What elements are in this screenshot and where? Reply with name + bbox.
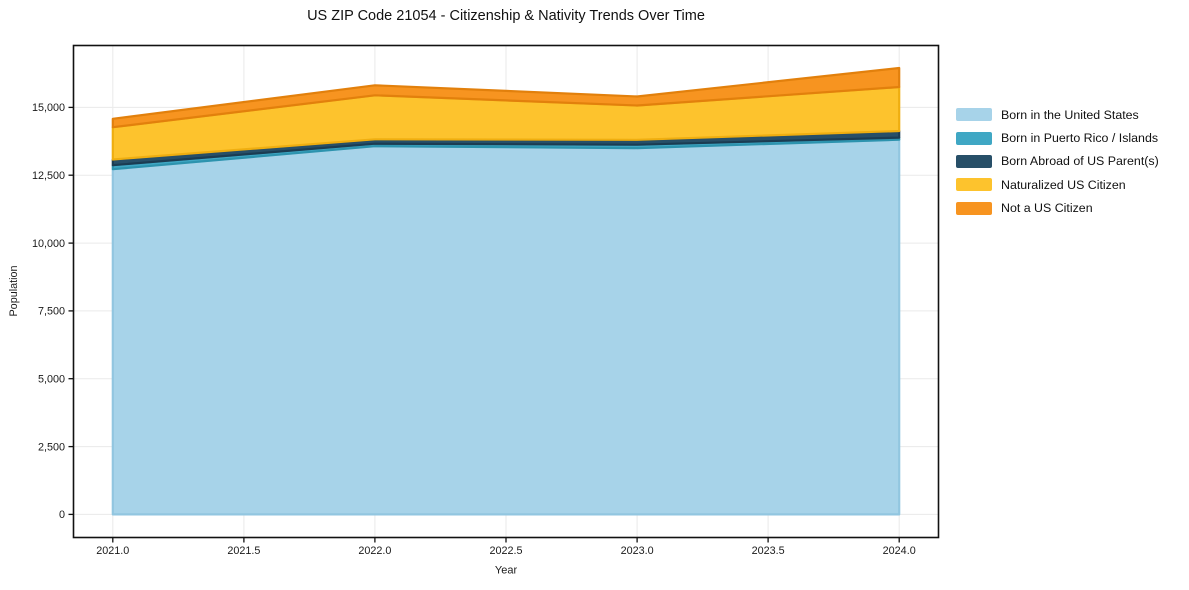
legend: Born in the United States Born in Puerto …: [956, 103, 1159, 220]
x-axis-label: Year: [495, 565, 518, 577]
legend-item: Born in the United States: [956, 103, 1159, 126]
legend-label: Not a US Citizen: [1001, 201, 1093, 216]
x-tick-label: 2021.0: [96, 545, 129, 557]
legend-item: Born in Puerto Rico / Islands: [956, 126, 1159, 149]
y-tick-label: 0: [59, 509, 65, 521]
x-tick-label: 2023.5: [752, 545, 785, 557]
y-tick-label: 7,500: [38, 306, 65, 318]
x-tick-label: 2021.5: [227, 545, 260, 557]
chart-title: US ZIP Code 21054 - Citizenship & Nativi…: [307, 8, 705, 24]
y-tick-label: 15,000: [32, 102, 65, 114]
y-axis-label: Population: [8, 265, 20, 316]
legend-swatch: [956, 131, 992, 145]
x-tick-label: 2023.0: [621, 545, 654, 557]
legend-swatch: [956, 154, 992, 168]
y-tick-label: 12,500: [32, 170, 65, 182]
legend-label: Born in Puerto Rico / Islands: [1001, 131, 1159, 146]
area-series-0: [111, 138, 901, 516]
legend-label: Naturalized US Citizen: [1001, 177, 1126, 192]
x-tick-label: 2022.0: [358, 545, 391, 557]
legend-label: Born in the United States: [1001, 107, 1139, 122]
legend-item: Naturalized US Citizen: [956, 173, 1159, 196]
y-tick-label: 5,000: [38, 374, 65, 386]
legend-item: Not a US Citizen: [956, 197, 1159, 220]
legend-swatch: [956, 178, 992, 192]
x-tick-label: 2022.5: [489, 545, 522, 557]
area-series-4: [111, 66, 901, 129]
legend-swatch: [956, 201, 992, 215]
legend-label: Born Abroad of US Parent(s): [1001, 154, 1159, 169]
legend-item: Born Abroad of US Parent(s): [956, 150, 1159, 173]
legend-swatch: [956, 108, 992, 122]
y-tick-label: 10,000: [32, 238, 65, 250]
y-tick-label: 2,500: [38, 441, 65, 453]
x-tick-label: 2024.0: [883, 545, 916, 557]
